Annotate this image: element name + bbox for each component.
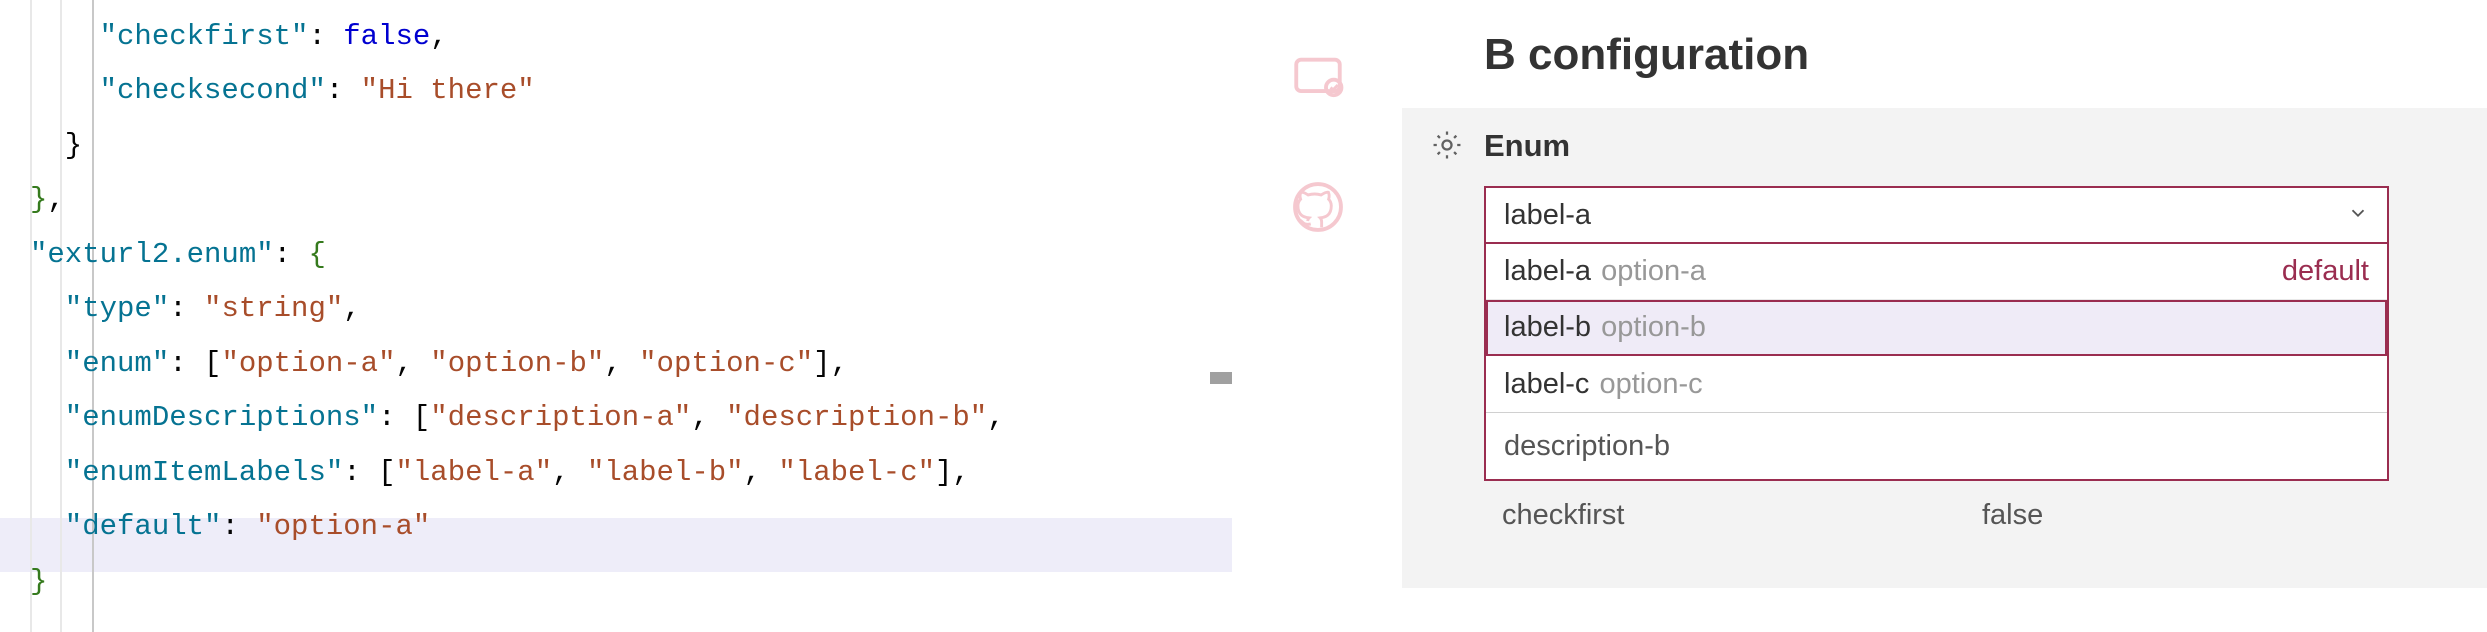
option-value: option-a xyxy=(1601,255,1706,287)
kv-key: checkfirst xyxy=(1502,499,1982,532)
settings-section: Enum label-a label-aoption-adefaultlabel… xyxy=(1402,108,2487,588)
dropdown-option[interactable]: label-a option-a default xyxy=(1486,244,2387,300)
code-content[interactable]: "default": { "checkfirst": false, "check… xyxy=(30,0,1005,609)
dropdown-selected[interactable]: label-a xyxy=(1484,186,2389,244)
dropdown-option[interactable]: label-c option-c xyxy=(1486,356,2387,412)
gear-icon[interactable] xyxy=(1430,128,1464,167)
settings-panel: B configuration Enum label-a label-a opti… xyxy=(1402,0,2487,632)
dropdown-list: label-aoption-adefaultlabel-boption-blab… xyxy=(1484,244,2389,481)
github-icon[interactable] xyxy=(1289,178,1347,241)
chevron-down-icon xyxy=(2347,199,2369,232)
activity-bar xyxy=(1232,0,1402,632)
option-label: label-a xyxy=(1504,255,1591,287)
code-editor[interactable]: "default": { "checkfirst": false, "check… xyxy=(0,0,1232,632)
setting-label: Enum xyxy=(1484,128,2427,164)
dropdown-selected-text: label-a xyxy=(1504,199,1591,232)
option-label: label-c xyxy=(1504,368,1589,400)
enum-dropdown[interactable]: label-a label-aoption-adefaultlabel-bopt… xyxy=(1484,186,2389,481)
settings-title: B configuration xyxy=(1484,30,2487,80)
option-label: label-b xyxy=(1504,311,1591,343)
default-badge: default xyxy=(2282,255,2369,288)
settings-kv-row: checkfirst false xyxy=(1484,499,2427,532)
scrollbar-thumb[interactable] xyxy=(1210,372,1232,384)
kv-value: false xyxy=(1982,499,2043,532)
remote-icon[interactable] xyxy=(1289,50,1347,113)
dropdown-option[interactable]: label-b option-b xyxy=(1486,300,2387,356)
dropdown-description: description-b xyxy=(1486,413,2387,479)
option-value: option-c xyxy=(1599,368,1702,400)
option-value: option-b xyxy=(1601,311,1706,343)
